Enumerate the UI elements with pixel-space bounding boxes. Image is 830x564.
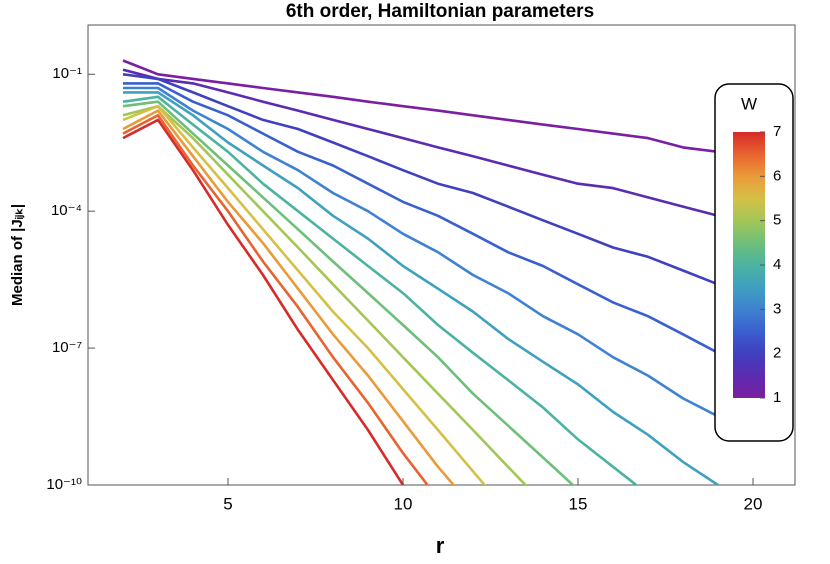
x-tick-label: 5	[223, 494, 232, 513]
colorbar-title: W	[741, 94, 757, 113]
series-line	[123, 91, 719, 485]
series-line	[122, 73, 719, 286]
series-line	[123, 82, 719, 354]
colorbar-tick-label: 6	[773, 167, 781, 184]
series-line	[122, 104, 528, 485]
series-line	[123, 86, 719, 418]
colorbar-tick-label: 2	[773, 345, 781, 362]
x-tick-label: 10	[394, 494, 413, 513]
x-axis-title: r	[436, 533, 445, 558]
y-tick-label: 10⁻¹⁰	[46, 476, 82, 493]
series-line	[122, 95, 639, 485]
series-line	[122, 104, 487, 485]
plot-frame	[87, 24, 796, 486]
colorbar-tick-label: 1	[773, 389, 781, 406]
series-line	[122, 100, 575, 485]
series-line	[122, 109, 456, 485]
series-line	[122, 114, 430, 485]
series-line	[122, 59, 719, 154]
colorbar-tick-label: 7	[773, 123, 781, 140]
y-tick-label: 10⁻⁷	[52, 339, 82, 356]
y-tick-label: 10⁻⁴	[51, 202, 82, 219]
y-axis-title: Median of |Jᵢⱼₖ|	[9, 204, 26, 306]
colorbar	[733, 132, 765, 398]
colorbar-tick-label: 5	[773, 212, 781, 229]
chart-title: 6th order, Hamiltonian parameters	[286, 1, 594, 22]
colorbar-tick-label: 3	[773, 300, 781, 317]
x-tick-label: 15	[569, 494, 588, 513]
colorbar-tick-label: 4	[773, 256, 781, 273]
series-line	[122, 118, 405, 485]
x-tick-label: 20	[744, 494, 763, 513]
y-tick-label: 10⁻¹	[52, 65, 82, 82]
series-line	[122, 68, 719, 218]
lines	[122, 59, 719, 485]
